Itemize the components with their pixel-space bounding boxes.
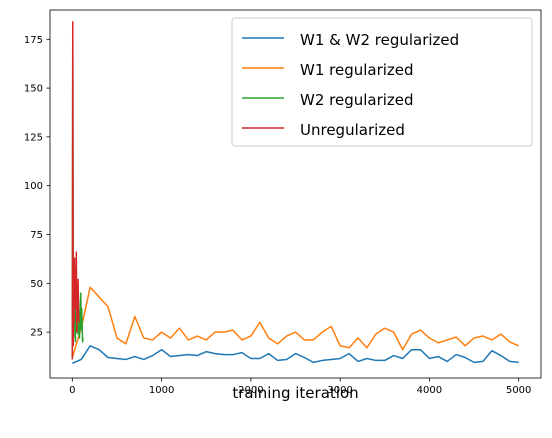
series-layer xyxy=(71,20,519,365)
x-tick-label: 3000 xyxy=(327,385,352,396)
y-tick-label: 100 xyxy=(24,181,43,192)
x-tick-label: 0 xyxy=(69,385,75,396)
legend: W1 & W2 regularized W1 regularized W2 regu… xyxy=(231,17,533,147)
series-line-0 xyxy=(72,345,519,365)
legend-label: W2 regularized xyxy=(300,91,414,109)
x-tick-label: 2000 xyxy=(238,385,263,396)
y-tick-label: 150 xyxy=(24,84,43,95)
x-axis-title: training iteration xyxy=(232,384,358,402)
series-line-3 xyxy=(71,20,80,360)
x-tick-label: 1000 xyxy=(149,385,174,396)
y-tick-label: 175 xyxy=(24,35,43,46)
x-tick-label: 5000 xyxy=(506,385,531,396)
x-tick-label: 4000 xyxy=(417,385,442,396)
legend-label: W1 regularized xyxy=(300,61,414,79)
y-tick-label: 75 xyxy=(30,230,43,241)
legend-label: Unregularized xyxy=(300,121,405,139)
x-axis: 0 1000 2000 3000 4000 5000 xyxy=(69,378,531,396)
series-line-1 xyxy=(71,286,519,358)
legend-frame xyxy=(231,17,533,147)
y-tick-label: 25 xyxy=(30,328,43,339)
y-tick-label: 125 xyxy=(24,132,43,143)
y-tick-label: 50 xyxy=(30,279,43,290)
legend-label: W1 & W2 regularized xyxy=(300,31,459,49)
y-axis: 25 50 75 100 125 150 175 xyxy=(24,35,50,339)
